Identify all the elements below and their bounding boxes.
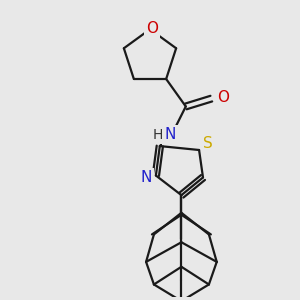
Text: S: S <box>203 136 213 151</box>
Text: N: N <box>164 128 176 142</box>
Text: O: O <box>146 21 158 36</box>
Text: N: N <box>140 170 152 185</box>
Text: H: H <box>153 128 164 142</box>
Text: O: O <box>217 90 229 105</box>
